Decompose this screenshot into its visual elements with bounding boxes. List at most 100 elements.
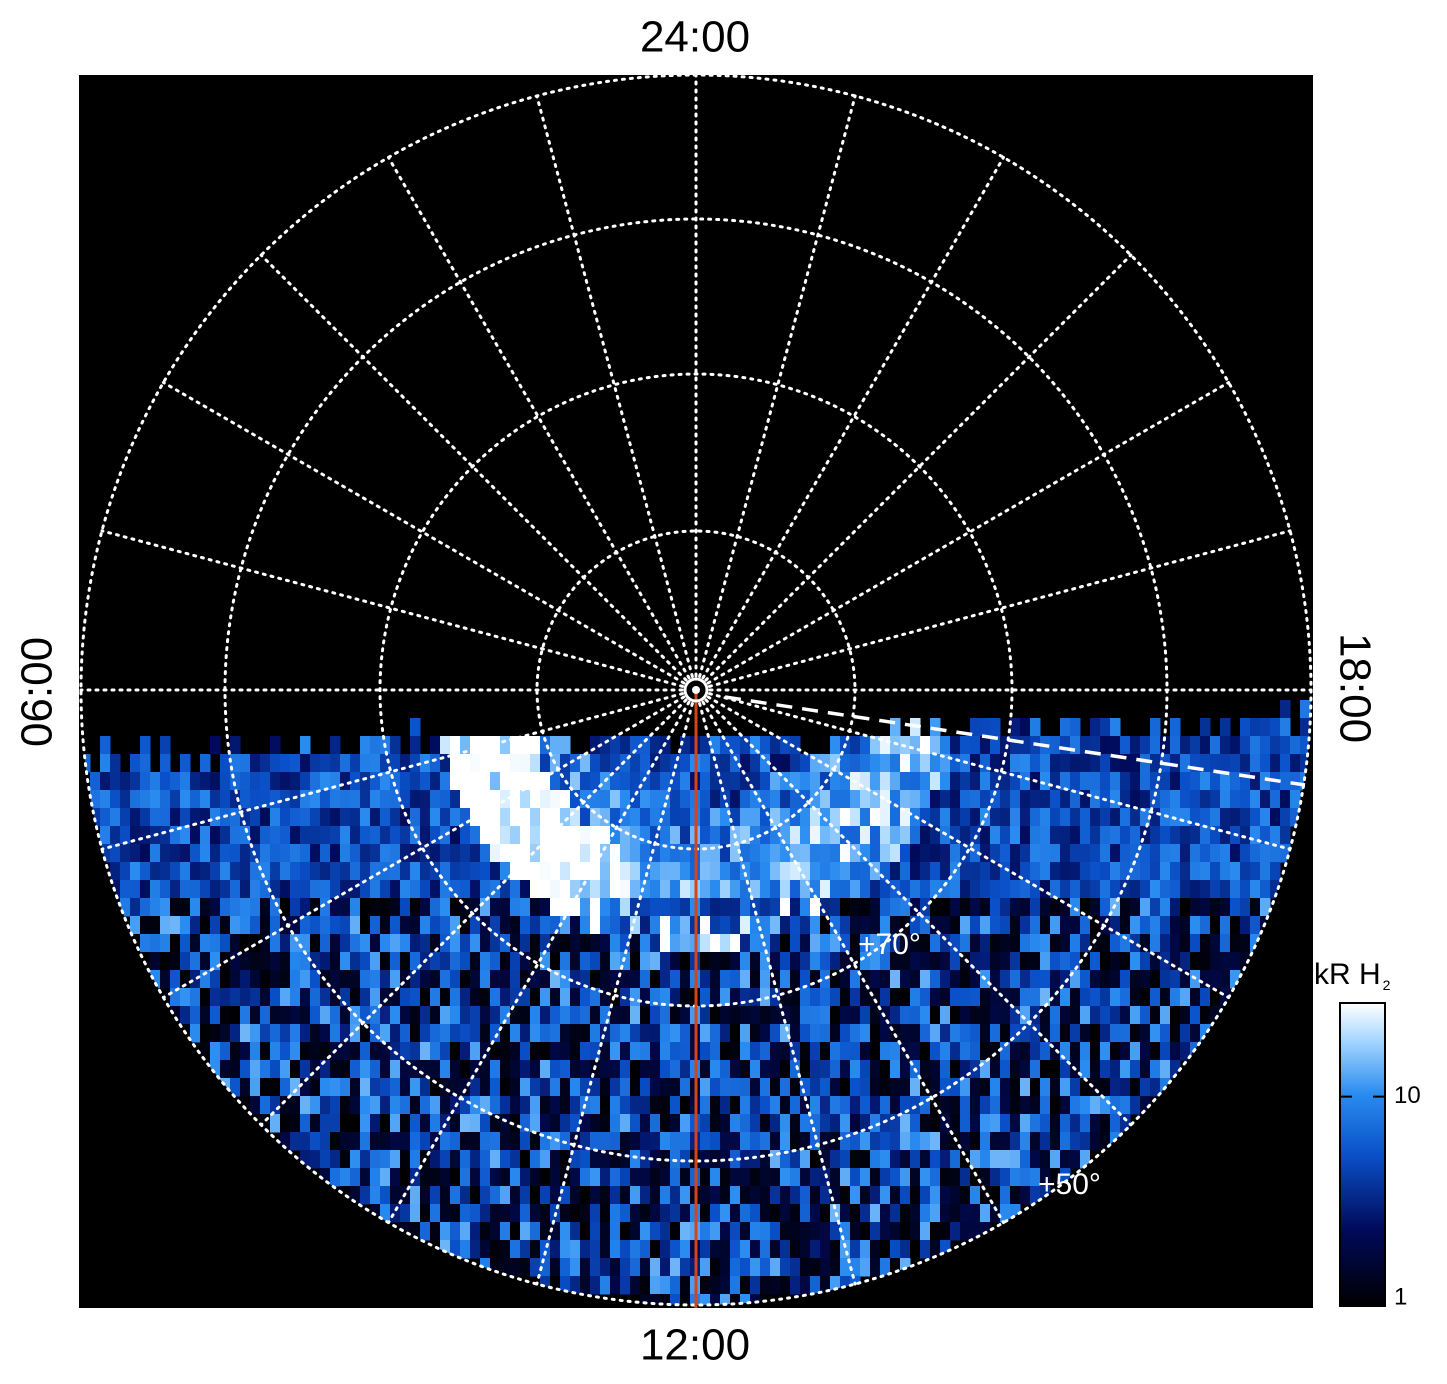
image-pixel [730,754,741,773]
image-pixel [540,1114,551,1133]
image-pixel [470,1060,481,1079]
image-pixel [320,844,331,863]
image-pixel [800,826,811,845]
image-pixel [770,1042,781,1061]
image-pixel [340,1168,351,1187]
image-pixel [980,844,991,863]
image-pixel [1050,754,1061,773]
image-pixel [820,808,831,827]
image-pixel [800,1078,811,1097]
image-pixel [490,1024,501,1043]
image-pixel [340,862,351,881]
image-pixel [240,952,251,971]
image-pixel [330,754,341,773]
image-pixel [1010,880,1021,899]
image-pixel [990,1024,1001,1043]
image-pixel [770,1276,781,1295]
image-pixel [460,1114,471,1133]
image-pixel [1150,862,1161,881]
image-pixel [880,1114,891,1133]
image-pixel [950,1078,961,1097]
image-pixel [450,808,461,827]
image-pixel [1220,988,1231,1007]
image-pixel [960,880,971,899]
image-pixel [1000,1168,1011,1187]
image-pixel [420,1186,431,1205]
colorbar-title-sub: 2 [1383,977,1391,993]
image-pixel [730,844,741,863]
image-pixel [650,934,661,953]
image-pixel [1080,1078,1091,1097]
image-pixel [720,772,731,791]
image-pixel [930,826,941,845]
image-pixel [200,844,211,863]
image-pixel [440,1024,451,1043]
image-pixel [730,880,741,899]
image-pixel [510,988,521,1007]
image-pixel [480,1060,491,1079]
image-pixel [1240,934,1251,953]
image-pixel [220,862,231,881]
image-pixel [740,772,751,791]
image-pixel [510,880,521,899]
image-pixel [290,1060,301,1079]
image-pixel [240,916,251,935]
image-pixel [630,970,641,989]
image-pixel [480,1186,491,1205]
image-pixel [930,1060,941,1079]
image-pixel [1020,1186,1031,1205]
image-pixel [320,1114,331,1133]
image-pixel [300,808,311,827]
image-pixel [610,898,621,917]
image-pixel [830,1258,841,1277]
image-pixel [910,1096,921,1115]
image-pixel [680,898,691,917]
image-pixel [360,1078,371,1097]
image-pixel [880,1132,891,1151]
image-pixel [670,898,681,917]
image-pixel [420,880,431,899]
image-pixel [190,808,201,827]
image-pixel [630,1222,641,1241]
image-pixel [380,1078,391,1097]
image-pixel [880,754,891,773]
image-pixel [490,1168,501,1187]
image-pixel [460,1024,471,1043]
image-pixel [830,1006,841,1025]
image-pixel [990,862,1001,881]
image-pixel [450,772,461,791]
image-pixel [450,790,461,809]
image-pixel [740,844,751,863]
image-pixel [640,1132,651,1151]
image-pixel [750,1024,761,1043]
image-pixel [1080,808,1091,827]
image-pixel [910,970,921,989]
image-pixel [130,844,141,863]
image-pixel [310,1096,321,1115]
image-pixel [530,1042,541,1061]
image-pixel [470,988,481,1007]
image-pixel [450,1006,461,1025]
image-pixel [370,1060,381,1079]
image-pixel [960,898,971,917]
image-pixel [1170,718,1181,737]
image-pixel [190,916,201,935]
image-pixel [880,844,891,863]
image-pixel [960,916,971,935]
image-pixel [630,1150,641,1169]
image-pixel [480,1150,491,1169]
image-pixel [170,772,181,791]
image-pixel [1020,1006,1031,1025]
image-pixel [1180,772,1191,791]
hour-label: 06:00 [13,637,62,747]
image-pixel [440,862,451,881]
image-pixel [350,790,361,809]
image-pixel [190,1006,201,1025]
image-pixel [860,736,871,755]
image-pixel [760,1168,771,1187]
image-pixel [1020,1096,1031,1115]
image-pixel [950,1060,961,1079]
image-pixel [620,844,631,863]
image-pixel [650,1042,661,1061]
image-pixel [390,970,401,989]
